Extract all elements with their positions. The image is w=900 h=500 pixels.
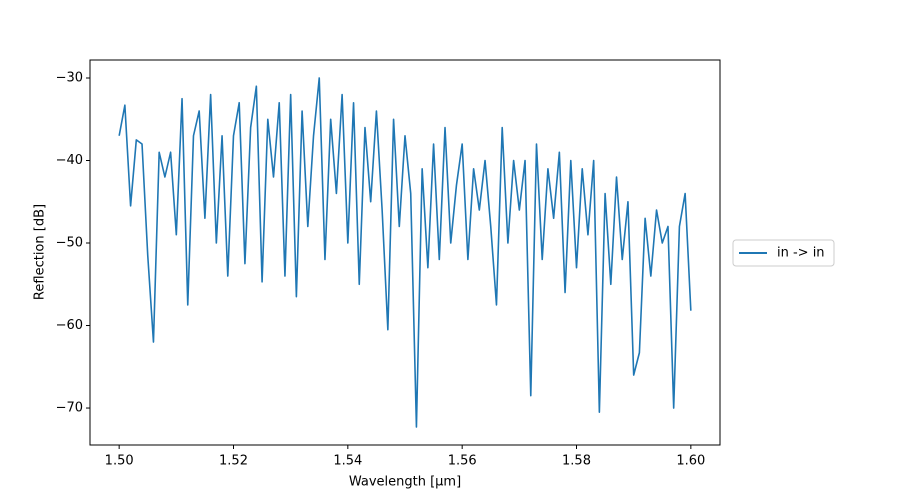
y-tick-label: −60 — [56, 318, 83, 333]
x-tick-label: 1.52 — [219, 454, 248, 469]
legend-label: in -> in — [777, 246, 825, 261]
x-axis-label: Wavelength [μm] — [349, 475, 461, 490]
x-tick-label: 1.56 — [448, 454, 477, 469]
x-tick-label: 1.50 — [105, 454, 134, 469]
data-line — [118, 77, 692, 428]
x-tick-label: 1.54 — [333, 454, 362, 469]
x-tick-label: 1.60 — [676, 454, 705, 469]
x-tick-label: 1.58 — [562, 454, 591, 469]
legend-box — [732, 239, 835, 267]
y-tick-label: −70 — [56, 401, 83, 416]
y-tick-label: −30 — [56, 70, 83, 85]
y-tick-label: −40 — [56, 153, 83, 168]
y-axis-label: Reflection [dB] — [33, 204, 48, 300]
plot-frame — [89, 59, 721, 446]
y-tick-label: −50 — [56, 236, 83, 251]
